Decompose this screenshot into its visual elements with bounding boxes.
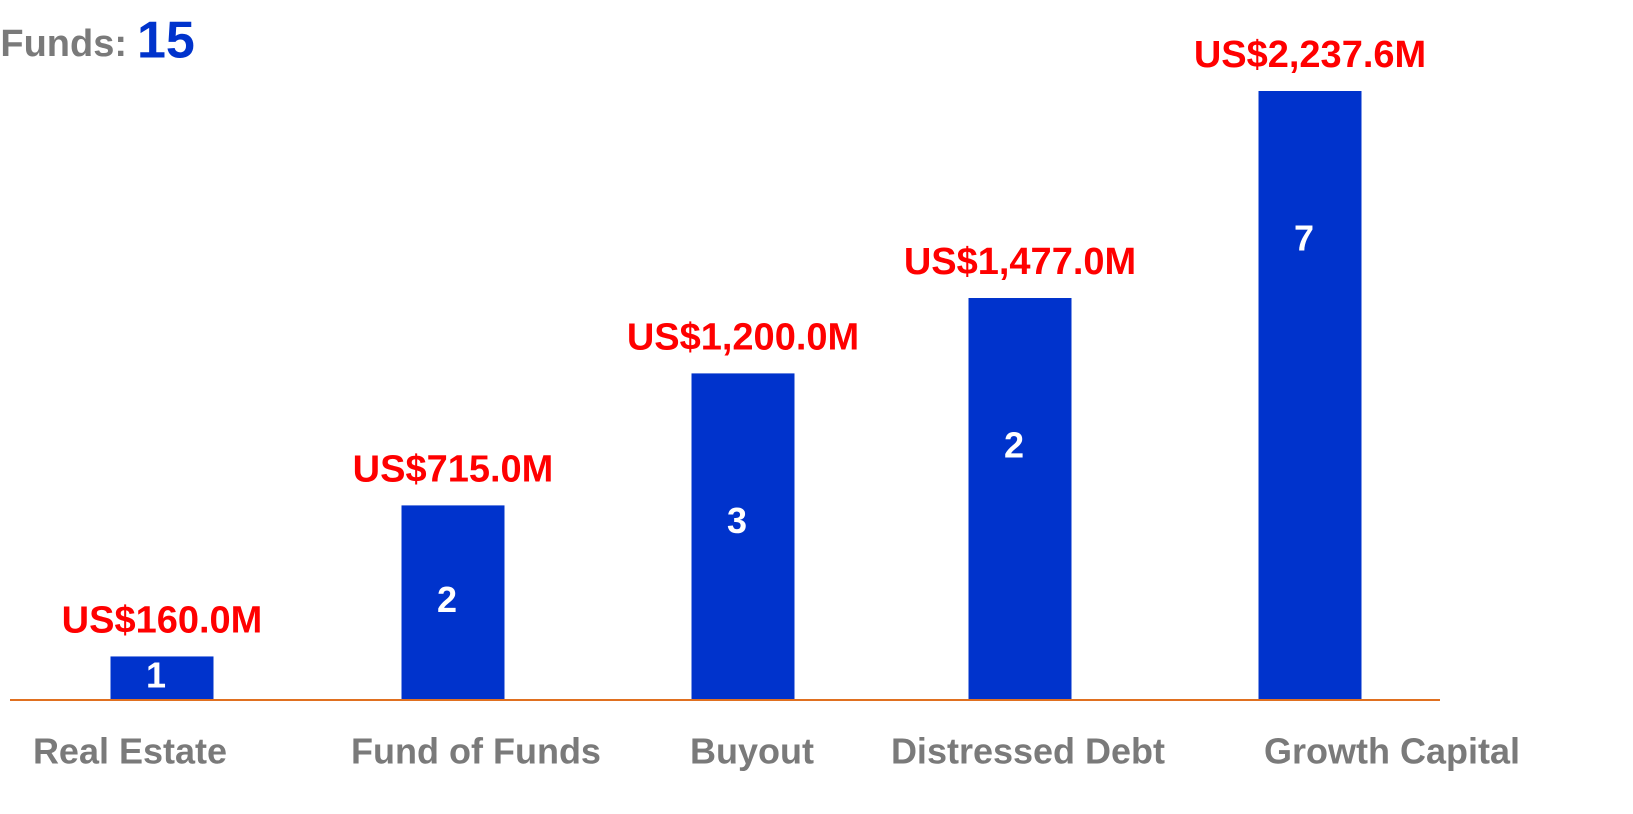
bar xyxy=(1258,91,1362,700)
count-label: 2 xyxy=(437,579,457,620)
x-tick-label: Buyout xyxy=(690,731,814,772)
value-label: US$1,477.0M xyxy=(904,241,1136,283)
value-label: US$715.0M xyxy=(353,448,554,490)
count-label: 2 xyxy=(1004,425,1024,466)
x-tick-label: Growth Capital xyxy=(1264,731,1520,772)
chart-title: Funds: xyxy=(0,23,127,65)
total-funds: 15 xyxy=(137,12,195,70)
bar xyxy=(401,505,505,700)
count-label: 1 xyxy=(146,655,166,696)
value-label: US$1,200.0M xyxy=(627,316,859,358)
x-tick-label: Distressed Debt xyxy=(891,731,1165,772)
bar xyxy=(968,298,1072,700)
value-label: US$160.0M xyxy=(62,599,263,641)
x-tick-label: Real Estate xyxy=(33,731,227,772)
value-label: US$2,237.6M xyxy=(1194,34,1426,76)
bar xyxy=(691,373,795,700)
count-label: 3 xyxy=(727,500,747,541)
count-label: 7 xyxy=(1294,218,1314,259)
x-tick-label: Fund of Funds xyxy=(351,731,601,772)
bar xyxy=(110,656,214,700)
